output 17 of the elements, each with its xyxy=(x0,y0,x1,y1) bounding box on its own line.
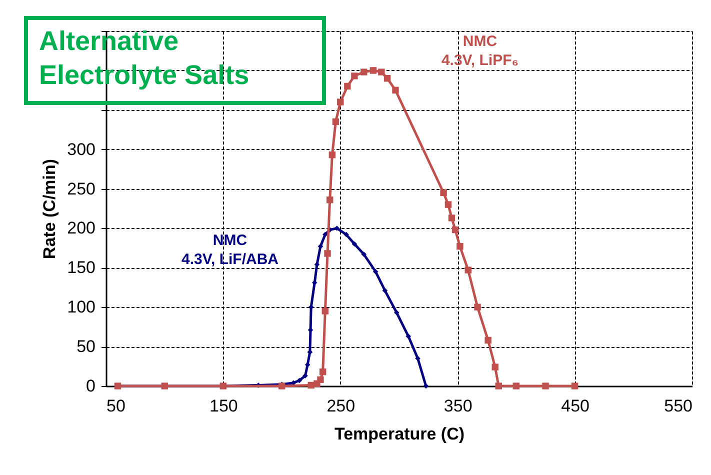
y-tick-label: 300 xyxy=(67,140,96,159)
y-tick-label: 50 xyxy=(76,337,96,356)
x-tick-label: 250 xyxy=(326,396,356,416)
y-tick-label: 0 xyxy=(86,376,96,396)
y-axis-title: Rate (C/min) xyxy=(40,158,60,260)
y-tick-label: 150 xyxy=(67,258,96,278)
text: NMC 4.3V, LiPF₆ xyxy=(441,33,519,69)
y-tick-label: 200 xyxy=(67,218,96,238)
x-axis-title: Temperature (C) xyxy=(334,424,465,444)
x-tick-label: 450 xyxy=(561,396,590,416)
text: NMC 4.3V, LiF/ABA xyxy=(182,232,279,268)
y-tick-label: 100 xyxy=(67,298,96,317)
x-tick-label: 550 xyxy=(664,396,692,416)
y-tick-label: 250 xyxy=(67,179,96,198)
x-tick-label: 50 xyxy=(106,396,126,416)
x-tick-label: 350 xyxy=(444,396,472,416)
x-tick-label: 150 xyxy=(210,396,238,416)
